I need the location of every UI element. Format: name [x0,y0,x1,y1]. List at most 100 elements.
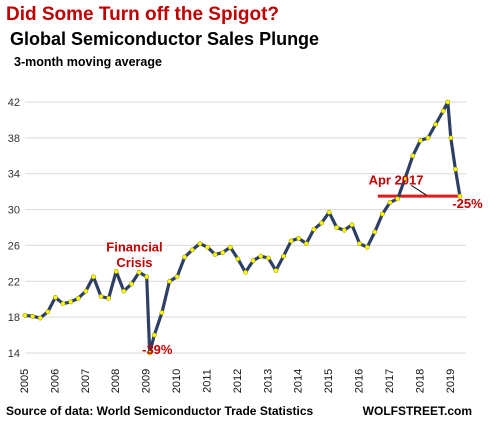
data-point [75,295,81,301]
x-tick-label: 2015 [323,369,335,393]
data-point [457,193,463,199]
series-group [22,99,463,356]
chart-subtitle: Global Semiconductor Sales Plunge [10,29,320,49]
x-tick-label: 2019 [445,369,457,393]
annotation-pointer [410,184,427,196]
data-point [326,209,332,215]
data-point [151,332,157,338]
data-point [182,254,188,260]
data-point [144,274,150,280]
data-point [167,278,172,284]
data-point [349,222,355,228]
data-point [379,211,385,217]
data-point [372,229,378,235]
data-point [303,241,309,247]
data-point [174,274,180,280]
data-point [212,251,218,257]
data-point [433,122,438,127]
gridlines [25,101,466,354]
x-tick-label: 2009 [141,369,153,393]
data-point [197,241,203,247]
data-point [334,225,340,230]
y-tick-label: 14 [8,348,20,360]
y-tick-label: 42 [8,97,20,109]
data-point [220,250,226,255]
data-point [265,255,271,261]
data-point [189,247,195,253]
data-point [53,295,58,300]
data-point [68,299,74,305]
data-point [281,253,286,259]
data-point [425,135,431,141]
data-point [98,294,104,299]
data-point [83,288,89,294]
annotation-label: Financial [106,240,162,255]
reference-line-group [377,184,460,198]
x-tick-label: 2018 [414,369,426,393]
data-point [357,241,362,247]
y-tick-label: 18 [8,312,20,324]
data-point [288,238,294,244]
data-point [319,220,324,226]
data-point [341,227,347,233]
chart-subsubtitle: 3-month moving average [14,55,162,69]
data-point [445,99,451,105]
data-point [147,350,153,356]
data-point [250,258,256,264]
data-point [258,253,264,259]
annotation-label: Apr 2017 [369,172,424,187]
data-point [402,175,408,181]
brand-label: WOLFSTREET.com [362,404,472,418]
x-tick-label: 2017 [384,369,396,393]
data-point [159,310,165,316]
y-axis-ticks: 14 18 22 26 30 34 38 42 [8,97,20,360]
x-tick-label: 2010 [171,369,183,393]
y-tick-label: 26 [8,240,20,252]
data-point [227,244,233,250]
source-note: Source of data: World Semiconductor Trad… [6,404,314,418]
x-tick-label: 2011 [201,369,213,393]
data-point [452,166,458,172]
data-point [448,135,454,141]
y-tick-label: 30 [8,205,20,217]
x-tick-label: 2013 [262,369,274,393]
y-tick-label: 22 [8,276,20,288]
x-tick-label: 2007 [80,369,92,393]
y-tick-label: 34 [8,169,20,181]
x-tick-label: 2005 [19,369,31,393]
data-point [129,281,134,287]
data-point [410,153,416,159]
x-tick-label: 2012 [232,369,244,393]
data-point [273,268,279,273]
data-point [45,309,51,315]
x-tick-label: 2016 [354,369,366,393]
data-point [106,295,112,301]
chart-title: Did Some Turn off the Spigot? [6,4,280,25]
data-point [60,301,66,307]
data-point [121,288,127,294]
data-point [387,199,393,205]
data-point [395,196,400,202]
data-point [30,313,36,319]
data-point [205,244,210,250]
data-point [364,244,370,250]
data-point [417,138,423,143]
data-point [113,269,119,274]
data-point [91,274,96,280]
data-point [243,269,248,275]
data-point [136,269,142,275]
data-point [235,256,241,262]
data-point [37,315,43,321]
data-point [22,312,28,318]
data-point [440,108,446,114]
annotation-label: Crisis [116,255,152,270]
y-tick-label: 38 [8,133,20,145]
x-tick-label: 2008 [110,369,122,393]
data-point [296,235,302,241]
x-tick-label: 2014 [293,369,305,393]
data-point [311,226,317,232]
series-line [24,100,462,355]
x-axis-ticks: 2005 2006 2007 2008 2009 2010 2011 2012 2013 2014… [19,369,457,393]
annotation-label: -25% [452,196,483,211]
